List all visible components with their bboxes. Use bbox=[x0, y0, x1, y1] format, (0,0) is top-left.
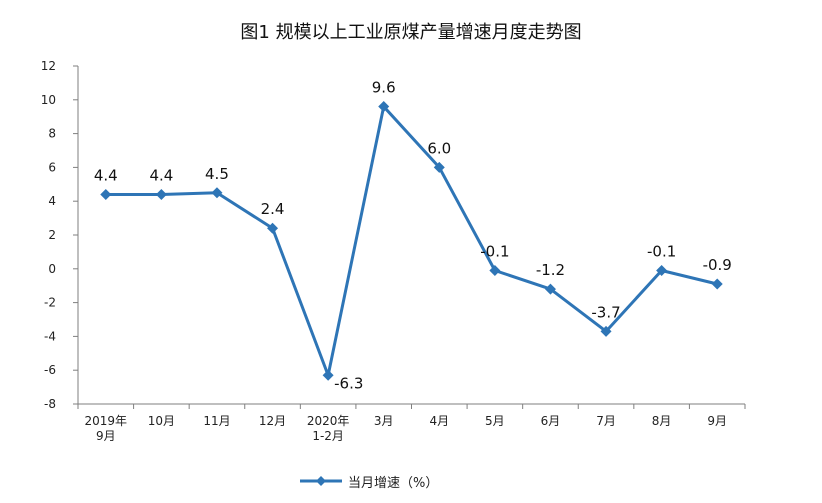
x-tick-label: 9月 bbox=[707, 414, 727, 428]
y-tick-label: 12 bbox=[41, 59, 56, 73]
data-point bbox=[211, 187, 223, 199]
y-tick-label: -6 bbox=[44, 363, 56, 377]
data-point bbox=[489, 264, 501, 276]
y-tick-label: -2 bbox=[44, 296, 56, 310]
data-point bbox=[100, 188, 112, 200]
data-label: 4.5 bbox=[205, 165, 229, 183]
data-point bbox=[433, 161, 445, 173]
x-tick-label: 2020年 1-2月 bbox=[307, 414, 350, 443]
x-tick-label: 11月 bbox=[203, 414, 230, 428]
x-tick-label: 10月 bbox=[148, 414, 175, 428]
data-label: 4.4 bbox=[94, 166, 118, 184]
x-tick-label: 8月 bbox=[652, 414, 672, 428]
y-tick-label: 10 bbox=[41, 93, 56, 107]
data-label: -0.1 bbox=[647, 242, 676, 260]
chart-title: 图1 规模以上工业原煤产量增速月度走势图 bbox=[240, 22, 582, 43]
data-label: -1.2 bbox=[536, 261, 565, 279]
x-tick-label: 6月 bbox=[541, 414, 561, 428]
data-labels: 4.4 4.4 4.5 2.4 -6.3 9.6 6.0 -0.1 -1.2 -3.7 -0.1 -0… bbox=[94, 79, 732, 393]
x-tick-label: 3月 bbox=[374, 414, 394, 428]
y-tick-label: 4 bbox=[48, 194, 56, 208]
data-label: 9.6 bbox=[372, 79, 396, 97]
data-label: 6.0 bbox=[427, 139, 451, 157]
data-point bbox=[600, 325, 612, 337]
y-tick-label: 8 bbox=[48, 127, 56, 141]
data-point bbox=[155, 188, 167, 200]
y-tick-label: -4 bbox=[44, 329, 56, 343]
x-tick-label: 5月 bbox=[485, 414, 505, 428]
data-label: 2.4 bbox=[261, 200, 285, 218]
data-point bbox=[656, 264, 668, 276]
x-ticks: 2019年 9月 10月 11月 12月 2020年 1-2月 3月 4月 5月 6月 7月 8月 9月 bbox=[77, 404, 746, 443]
data-point bbox=[544, 283, 556, 295]
data-point bbox=[378, 101, 390, 113]
data-label: -6.3 bbox=[334, 374, 363, 392]
series-line bbox=[105, 105, 718, 377]
series-markers bbox=[100, 101, 723, 381]
data-label: 4.4 bbox=[149, 166, 173, 184]
legend-line-marker-icon bbox=[300, 476, 342, 486]
data-point bbox=[711, 278, 723, 290]
x-tick-label: 4月 bbox=[429, 414, 449, 428]
x-tick-label: 2019年 9月 bbox=[85, 414, 128, 443]
y-tick-label: -8 bbox=[44, 397, 56, 411]
data-label: -0.1 bbox=[480, 242, 509, 260]
legend-label: 当月增速（%） bbox=[348, 475, 439, 491]
y-tick-label: 6 bbox=[48, 160, 56, 174]
data-label: -0.9 bbox=[703, 256, 732, 274]
legend: 当月增速（%） bbox=[300, 471, 438, 491]
y-tick-label: 0 bbox=[48, 262, 56, 276]
data-label: -3.7 bbox=[591, 303, 620, 321]
x-tick-label: 7月 bbox=[596, 414, 616, 428]
y-tick-label: 2 bbox=[48, 228, 56, 242]
data-point bbox=[267, 222, 279, 234]
x-tick-label: 12月 bbox=[259, 414, 286, 428]
data-point bbox=[322, 369, 334, 381]
y-ticks: 12 10 8 6 4 2 0 -2 -4 -6 -8 bbox=[41, 59, 78, 411]
